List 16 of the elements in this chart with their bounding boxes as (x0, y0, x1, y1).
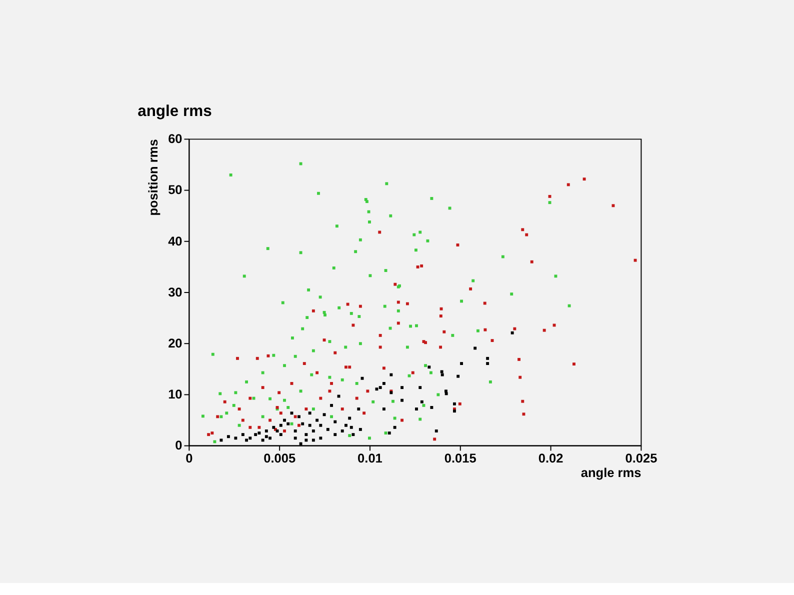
y-tick-label: 60 (168, 131, 182, 146)
x-tick-label: 0.02 (538, 450, 564, 466)
x-tick-label: 0.015 (444, 450, 476, 466)
y-tick-label: 0 (175, 438, 182, 453)
y-axis-title: position rms (145, 139, 160, 216)
x-axis-title: angle rms (580, 465, 642, 480)
x-tick-label: 0 (186, 450, 193, 466)
y-tick-label: 40 (168, 233, 182, 248)
x-tick-label: 0.005 (264, 450, 296, 466)
chart-title: angle rms (138, 103, 212, 120)
y-tick-label: 30 (168, 284, 182, 300)
x-tick-label: 0.025 (625, 450, 658, 466)
x-tick-label: 0.01 (358, 450, 382, 466)
y-tick-label: 20 (168, 336, 182, 351)
y-tick-label: 50 (168, 182, 182, 198)
y-tick-label: 10 (168, 386, 182, 402)
